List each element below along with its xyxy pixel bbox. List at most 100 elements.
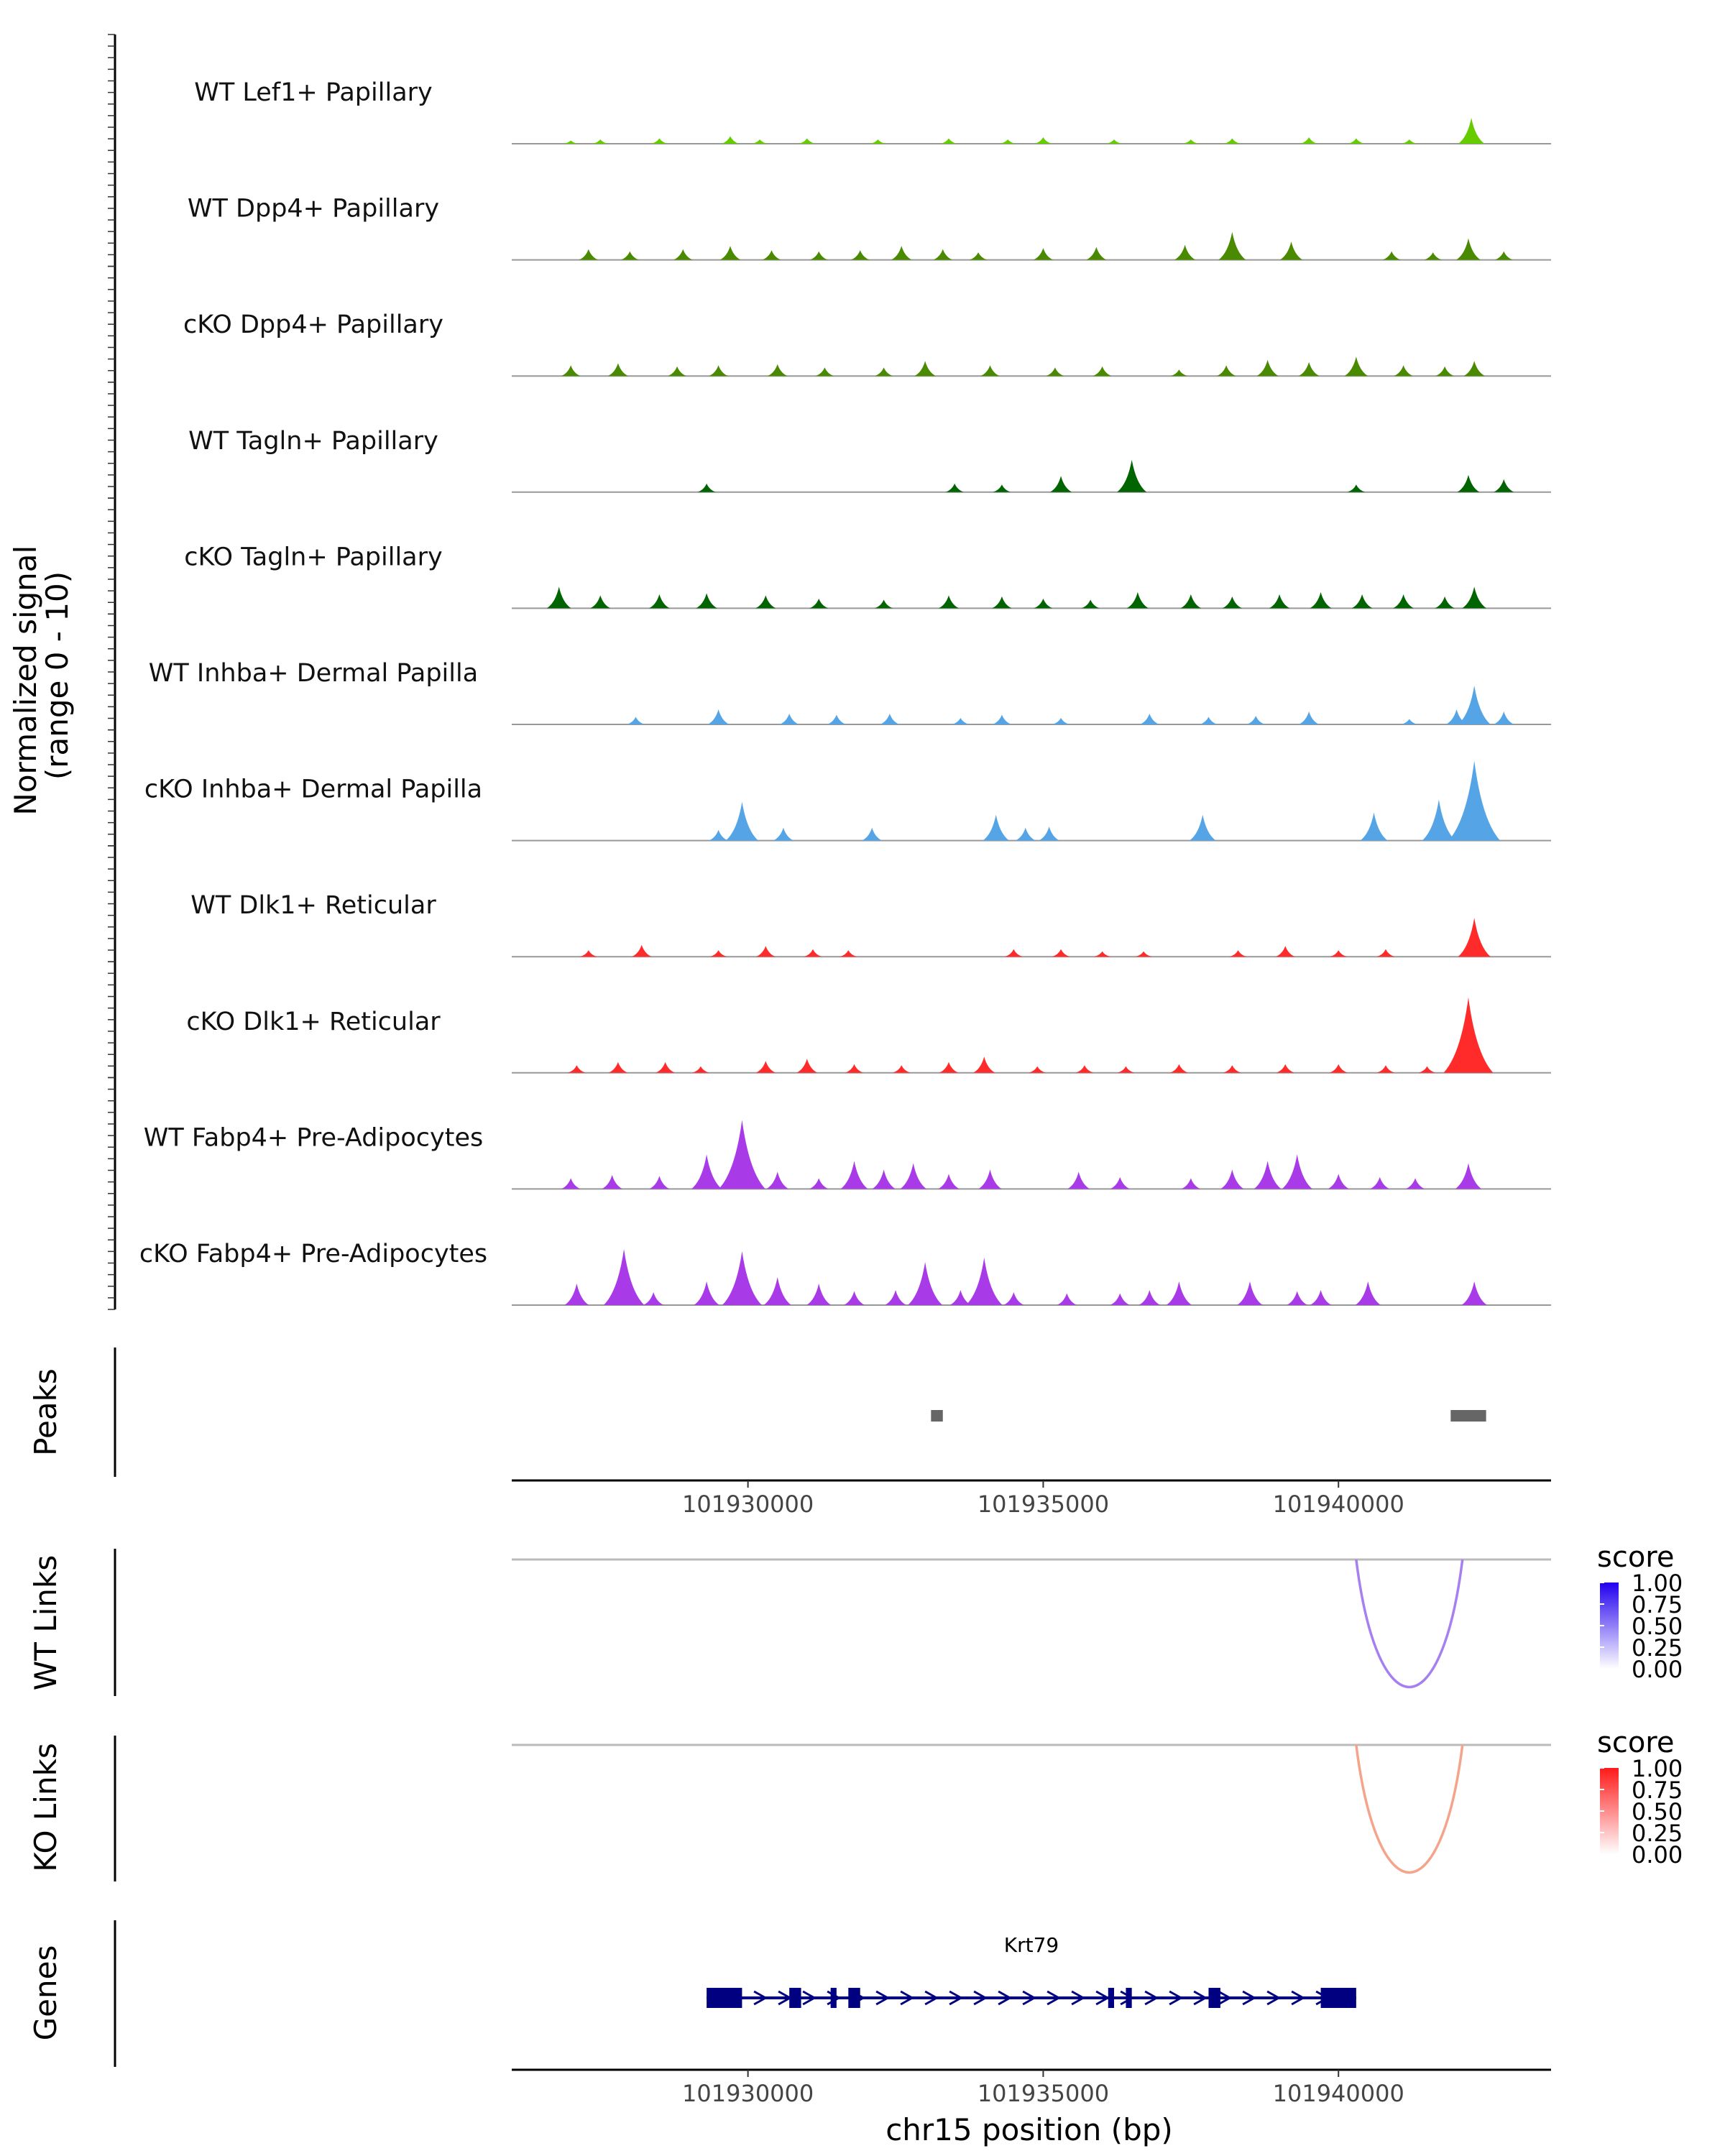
peaks-track-label: Peaks <box>28 1368 63 1456</box>
signal-peak <box>980 365 1000 377</box>
signal-peak <box>1329 1064 1348 1073</box>
signal-peak <box>1003 1292 1024 1305</box>
signal-peak <box>620 251 640 260</box>
signal-peak <box>1033 248 1054 260</box>
signal-peak <box>908 1262 943 1305</box>
signal-peak <box>561 365 581 377</box>
signal-peak <box>766 1171 789 1189</box>
signal-peak <box>809 1178 829 1189</box>
signal-peak <box>978 1169 1002 1189</box>
signal-peak <box>1355 1281 1381 1305</box>
signal-peak <box>1057 1293 1077 1305</box>
signal-peak <box>809 598 829 609</box>
strand-arrow <box>1022 1990 1037 2006</box>
signal-peak <box>1393 594 1414 609</box>
signal-peak <box>1435 366 1455 377</box>
signal-peak <box>840 1161 868 1189</box>
strand-arrow <box>973 1990 988 2006</box>
signal-peak <box>603 1249 645 1305</box>
signal-peak <box>755 946 776 957</box>
signal-peak <box>1117 1066 1135 1073</box>
signal-peak <box>608 1061 628 1073</box>
signal-peak <box>1269 594 1290 609</box>
track-label: WT Inhba+ Dermal Papilla <box>149 659 478 688</box>
legend-tick-label: 0.00 <box>1632 1841 1683 1869</box>
signal-peak <box>1039 826 1060 841</box>
signal-peak <box>796 1059 818 1073</box>
signal-peak <box>1369 1176 1390 1189</box>
signal-peak <box>755 1061 776 1073</box>
signal-peak <box>1300 137 1318 144</box>
signal-peak <box>1461 1281 1487 1305</box>
signal-peak <box>1223 1065 1241 1073</box>
signal-peak <box>1092 366 1112 377</box>
signal-peak <box>1200 717 1218 724</box>
legend-tick-label: 0.75 <box>1632 1777 1683 1804</box>
track-label: cKO Fabp4+ Pre-Adipocytes <box>139 1240 487 1268</box>
signal-peak <box>1347 484 1366 492</box>
signal-peak <box>1180 594 1202 609</box>
peak-region <box>1450 1410 1486 1422</box>
signal-peak <box>938 595 960 609</box>
signal-peak <box>648 594 670 609</box>
signal-peak <box>567 1065 586 1073</box>
signal-peak <box>631 944 652 957</box>
signal-peak <box>1081 599 1100 609</box>
strand-arrow <box>1144 1990 1159 2006</box>
signal-peak <box>804 949 822 957</box>
signal-peak <box>656 1061 676 1073</box>
signal-peak <box>1376 949 1395 957</box>
track-cko-dlk1-reticular: cKO Dlk1+ Reticular <box>186 997 1551 1074</box>
track-wt-inhba-dermal-papilla: WT Inhba+ Dermal Papilla <box>149 659 1551 725</box>
signal-peak <box>799 138 816 144</box>
signal-peak <box>1237 1281 1263 1305</box>
coverage-tracks: WT Lef1+ Papillary WT Dpp4+ Papillary cKO … <box>139 78 1551 1306</box>
signal-peak <box>564 1284 589 1305</box>
signal-peak <box>1463 361 1486 377</box>
signal-peak <box>561 1178 581 1189</box>
signal-peak <box>1004 949 1023 957</box>
strand-arrow <box>802 1990 817 2006</box>
signal-peak <box>999 139 1016 144</box>
signal-peak <box>885 1290 906 1305</box>
signal-peak <box>1117 459 1147 492</box>
legend-title: score <box>1597 1541 1674 1574</box>
signal-peak <box>709 950 727 957</box>
signal-peak <box>762 250 781 260</box>
gene-exon <box>1208 1988 1220 2008</box>
signal-peak <box>843 1291 865 1305</box>
strand-arrow <box>900 1990 915 2006</box>
signal-peak <box>1351 594 1373 609</box>
track-label: WT Lef1+ Papillary <box>194 78 433 107</box>
signal-peak <box>933 249 953 260</box>
signal-peak <box>579 249 599 260</box>
signal-peak <box>1458 118 1485 144</box>
x-axis-bottom: 101930000 101935000 101940000 <box>512 2068 1551 2107</box>
signal-peak <box>1067 1171 1090 1189</box>
signal-peak <box>1394 365 1414 377</box>
signal-peak <box>1223 138 1241 144</box>
track-label: WT Tagln+ Papillary <box>188 427 438 456</box>
signal-peak <box>1034 137 1052 144</box>
signal-peak <box>1422 799 1456 841</box>
signal-peak <box>546 586 571 609</box>
strand-arrow <box>949 1990 964 2006</box>
signal-peak <box>1310 591 1332 609</box>
signal-peak <box>691 1066 710 1073</box>
signal-peak <box>1170 369 1188 377</box>
strand-arrow <box>998 1990 1013 2006</box>
signal-peak <box>880 714 900 724</box>
signal-peak <box>1256 359 1279 377</box>
signal-peak <box>1344 356 1368 377</box>
signal-peak <box>1348 138 1365 144</box>
coverage-y-axis-label-line2: (range 0 - 10) <box>40 571 75 780</box>
signal-peak <box>725 801 759 841</box>
signal-peak <box>667 366 687 377</box>
strand-arrow <box>875 1990 891 2006</box>
gene-exon <box>848 1988 860 2008</box>
signal-peak <box>874 367 893 377</box>
strand-arrow <box>1071 1990 1086 2006</box>
signal-peak <box>1029 1066 1046 1073</box>
signal-peak <box>969 252 988 260</box>
